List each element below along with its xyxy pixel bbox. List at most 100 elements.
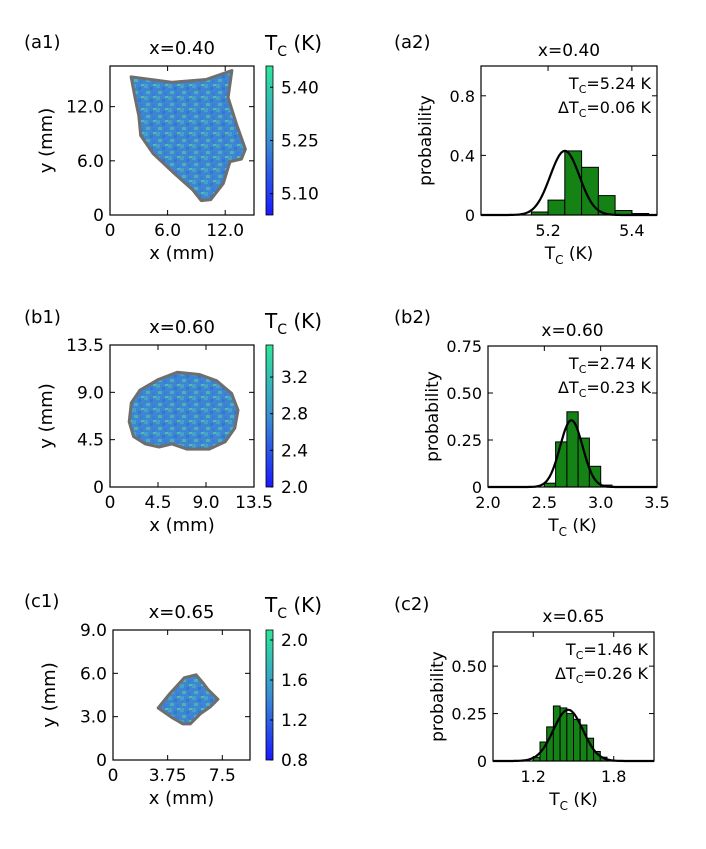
x-tick-label: 0 (105, 493, 116, 513)
panel-label: (c1) (24, 591, 59, 612)
histogram-bar (555, 441, 568, 488)
annotation-delta-tc: ΔTC=0.23 K (558, 378, 652, 400)
colorbar-tick-label: 1.2 (281, 711, 308, 731)
axes-frame (480, 65, 658, 216)
x-tick-label: 12.0 (206, 221, 244, 241)
y-tick-label: 13.5 (66, 336, 104, 356)
y-tick-label: 0 (472, 478, 482, 497)
x-tick-label: 6.0 (154, 221, 181, 241)
y-tick-label: 0 (477, 752, 487, 771)
y-tick-label: 0 (93, 478, 104, 498)
y-tick-label: 0 (93, 206, 104, 226)
histogram-bar (566, 713, 574, 762)
colorbar (265, 629, 274, 761)
annotation-tc: TC=5.24 K (568, 74, 652, 96)
x-axis-label: x (mm) (149, 515, 215, 536)
colorbar-tick-label: 5.40 (281, 78, 319, 98)
annotation-tc: TC=1.46 K (565, 640, 649, 662)
sample-tc-map (156, 673, 220, 726)
colorbar-label: TC (K) (264, 309, 322, 338)
x-tick-label: 1.8 (601, 767, 626, 786)
colorbar-label: TC (K) (264, 31, 322, 60)
y-tick-label: 0.75 (446, 337, 482, 356)
panel-label: (a2) (394, 32, 431, 53)
y-tick-label: 0.4 (450, 146, 475, 165)
annotation-tc: TC=2.74 K (568, 354, 652, 376)
panel-label: (c2) (394, 594, 429, 615)
x-tick-label: 4.5 (144, 493, 171, 513)
histogram-bar (573, 718, 581, 762)
y-axis-label: probability (423, 371, 443, 462)
colorbar-tick-label: 5.25 (281, 132, 319, 152)
colorbar-tick-label: 5.10 (281, 185, 319, 205)
x-axis-label: TC (K) (544, 244, 594, 267)
panel-label: (b2) (394, 307, 431, 328)
y-tick-label: 0.50 (446, 384, 482, 403)
y-tick-label: 0.25 (446, 431, 482, 450)
x-tick-label: 7.5 (209, 766, 236, 786)
y-axis-label: y (mm) (39, 662, 60, 728)
x-tick-label: 0 (108, 766, 119, 786)
colorbar-tick-label: 1.6 (281, 671, 308, 691)
x-axis-label: TC (K) (548, 790, 598, 813)
y-tick-label: 9.0 (77, 383, 104, 403)
y-tick-label: 0 (96, 751, 107, 771)
y-axis-label: y (mm) (36, 383, 57, 449)
x-tick-label: 3.0 (588, 493, 613, 512)
x-tick-label: 0 (105, 221, 116, 241)
y-axis-label: probability (416, 95, 436, 186)
colorbar-label: TC (K) (264, 593, 322, 622)
panel-title: x=0.65 (542, 607, 604, 627)
colorbar-tick-label: 2.8 (281, 405, 308, 425)
annotation-delta-tc: ΔTC=0.06 K (558, 98, 652, 120)
panel-title: x=0.40 (149, 38, 215, 59)
y-tick-label: 0.25 (451, 705, 487, 724)
colorbar-tick-label: 2.4 (281, 441, 308, 461)
y-axis-label: probability (428, 651, 448, 742)
x-tick-label: 2.5 (532, 493, 557, 512)
colorbar (265, 344, 274, 488)
panel-b1: (b1) x=0.60 0 4.5 9.0 13.5 0 4.5 9.0 13.5 x (mm) y … (24, 307, 322, 536)
x-tick-label: 13.5 (235, 493, 273, 513)
panel-title: x=0.60 (149, 317, 215, 338)
y-tick-label: 12.0 (66, 98, 104, 118)
y-axis-label: y (mm) (36, 108, 57, 174)
y-tick-label: 6.0 (80, 664, 107, 684)
y-tick-label: 0.50 (451, 657, 487, 676)
x-axis-label: TC (K) (547, 516, 597, 539)
y-tick-label: 3.0 (80, 708, 107, 728)
annotation-delta-tc: ΔTC=0.26 K (555, 664, 649, 686)
panel-label: (b1) (24, 307, 61, 328)
colorbar-tick-label: 2.0 (281, 631, 308, 651)
x-tick-label: 3.75 (149, 766, 187, 786)
histogram-bar (547, 199, 566, 216)
y-tick-label: 0.8 (450, 87, 475, 106)
axes-frame (487, 345, 658, 488)
colorbar-tick-label: 0.8 (281, 751, 308, 771)
y-tick-label: 0 (465, 206, 475, 225)
colorbar-tick-label: 3.2 (281, 368, 308, 388)
sample-tc-map (127, 370, 240, 451)
panel-title: x=0.40 (538, 41, 600, 61)
axes-frame (112, 629, 251, 761)
panel-a1: (a1) x=0.400 6.0 12.006.012.0x (mm)y (mm)5.… (24, 31, 322, 264)
x-axis-label: x (mm) (149, 788, 215, 809)
axes-frame (492, 631, 655, 762)
y-tick-label: 4.5 (77, 431, 104, 451)
panel-label: (a1) (24, 32, 61, 53)
y-tick-label: 9.0 (80, 621, 107, 641)
panel-c1: (c1) x=0.65 0 3.75 7.5 0 3.0 6.0 9.0 x (mm) y (mm)… (24, 591, 322, 809)
axes-frame (109, 344, 255, 488)
x-tick-label: 2.0 (475, 493, 500, 512)
axes-frame (109, 65, 255, 216)
x-tick-label: 3.5 (644, 493, 669, 512)
x-tick-label: 5.4 (619, 221, 644, 240)
panel-title: x=0.60 (541, 321, 603, 341)
x-tick-label: 9.0 (192, 493, 219, 513)
x-tick-label: 5.2 (535, 221, 560, 240)
x-axis-label: x (mm) (149, 243, 215, 264)
